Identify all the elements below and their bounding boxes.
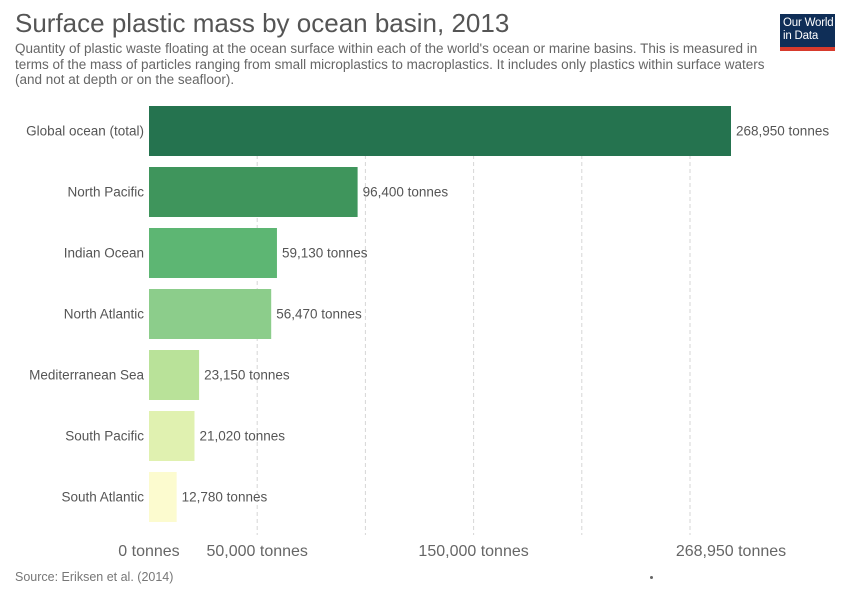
- logo-line-1: Our World: [783, 17, 834, 29]
- value-label: 268,950 tonnes: [736, 124, 829, 139]
- chart-title: Surface plastic mass by ocean basin, 201…: [15, 8, 510, 38]
- category-label: South Atlantic: [61, 490, 144, 505]
- category-label: North Pacific: [67, 185, 144, 200]
- bar[interactable]: [149, 289, 272, 339]
- footer-dot: [650, 576, 653, 579]
- x-tick-label: 150,000 tonnes: [418, 543, 528, 560]
- bar[interactable]: [149, 106, 731, 156]
- category-label: Mediterranean Sea: [29, 368, 144, 383]
- category-label: South Pacific: [65, 429, 144, 444]
- source-note[interactable]: Source: Eriksen et al. (2014): [15, 570, 174, 584]
- bar[interactable]: [149, 350, 200, 400]
- chart-subtitle: Quantity of plastic waste floating at th…: [15, 41, 765, 87]
- bar[interactable]: [149, 167, 358, 217]
- value-label: 56,470 tonnes: [276, 307, 362, 322]
- value-label: 12,780 tonnes: [182, 490, 268, 505]
- value-label: 96,400 tonnes: [363, 185, 449, 200]
- category-label: Indian Ocean: [64, 246, 144, 261]
- bar[interactable]: [149, 472, 177, 522]
- x-tick-label: 268,950 tonnes: [676, 543, 786, 560]
- owid-logo[interactable]: Our World in Data: [780, 14, 835, 51]
- x-tick-label: 0 tonnes: [118, 543, 179, 560]
- logo-line-2: in Data: [783, 30, 819, 42]
- bar[interactable]: [149, 228, 277, 278]
- bar[interactable]: [149, 411, 195, 461]
- category-label: North Atlantic: [64, 307, 145, 322]
- value-label: 23,150 tonnes: [204, 368, 290, 383]
- value-label: 21,020 tonnes: [199, 429, 285, 444]
- value-label: 59,130 tonnes: [282, 246, 368, 261]
- x-tick-label: 50,000 tonnes: [206, 543, 307, 560]
- category-label: Global ocean (total): [26, 124, 144, 139]
